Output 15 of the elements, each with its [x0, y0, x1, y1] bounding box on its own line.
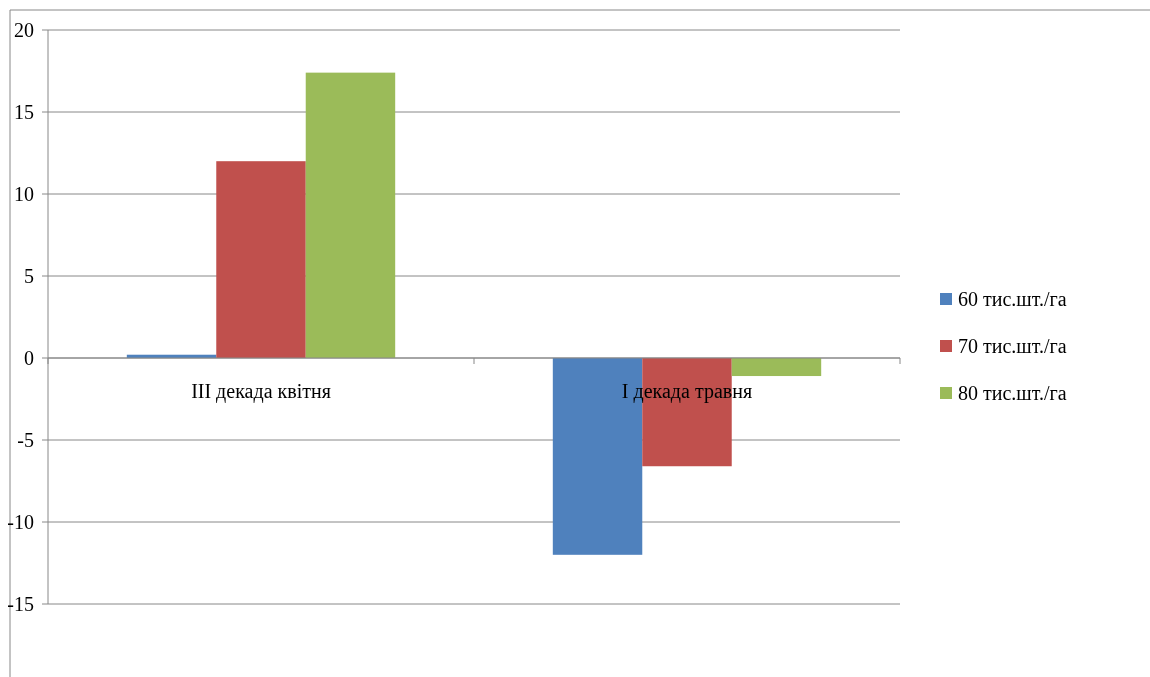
y-tick-label: 5 — [24, 265, 34, 287]
bar — [305, 72, 396, 358]
legend-label: 80 тис.шт./га — [958, 382, 1067, 404]
y-tick-label: 15 — [14, 101, 34, 123]
y-tick-label: 20 — [14, 19, 34, 41]
x-tick-label: III декада квітня — [191, 380, 331, 403]
bar — [216, 161, 306, 358]
bar — [731, 358, 822, 377]
y-tick-label: 0 — [24, 347, 34, 369]
y-tick-label: -15 — [7, 593, 34, 615]
legend-label: 60 тис.шт./га — [958, 288, 1067, 310]
y-tick-label: -5 — [17, 429, 34, 451]
y-tick-label: 10 — [14, 183, 34, 205]
y-tick-label: -10 — [7, 511, 34, 533]
legend-label: 70 тис.шт./га — [958, 335, 1067, 357]
